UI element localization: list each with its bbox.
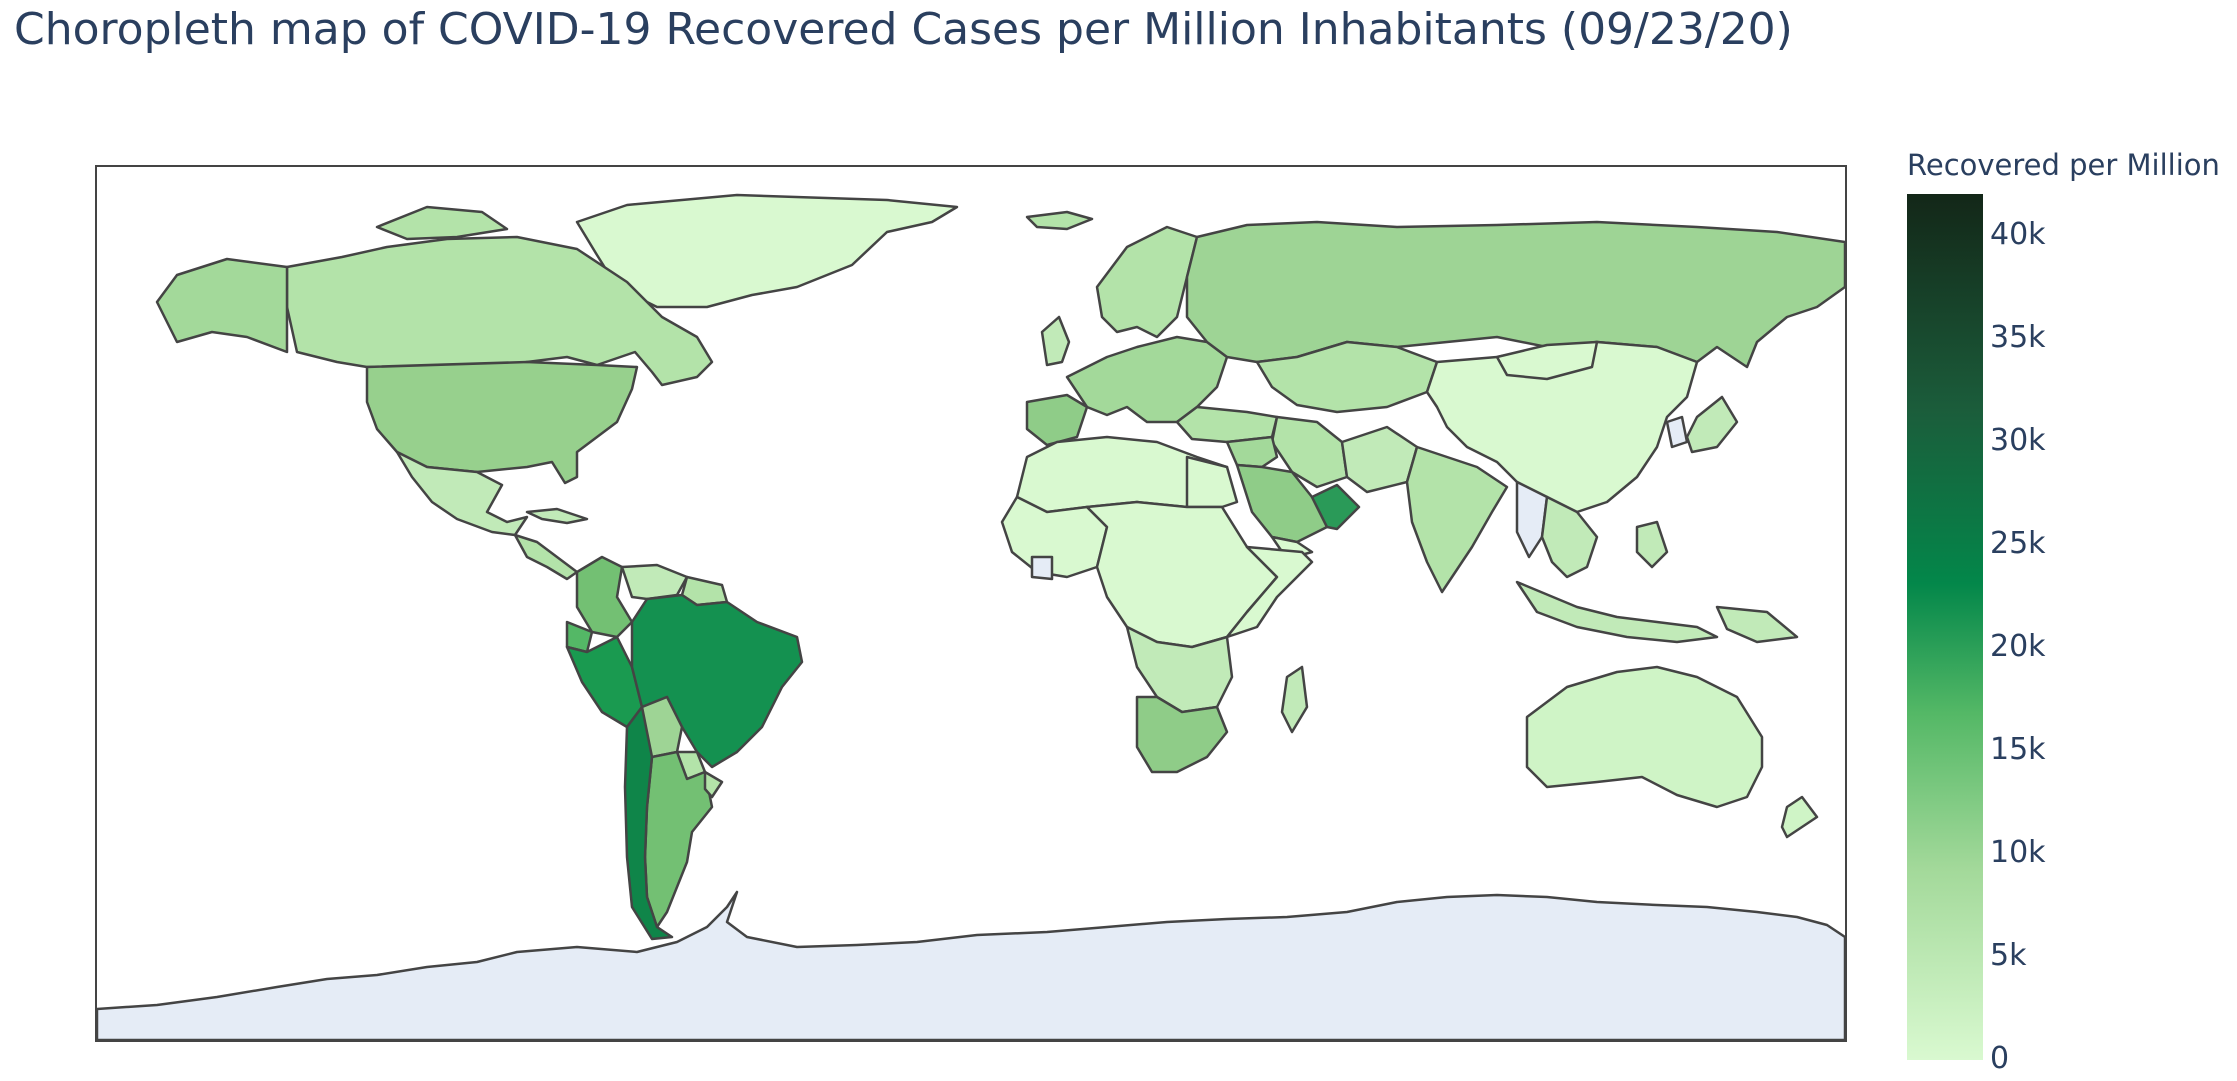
region-west-africa[interactable]: [1000, 495, 1109, 579]
region-egypt[interactable]: [1185, 455, 1239, 509]
region-philippines[interactable]: [1635, 520, 1669, 569]
region-russia[interactable]: [1185, 220, 1845, 369]
region-pakistan[interactable]: [1340, 425, 1419, 494]
region-chile[interactable]: [623, 705, 674, 941]
region-australia[interactable]: [1525, 665, 1764, 809]
region-southern-africa[interactable]: [1125, 625, 1234, 714]
colorbar-tick: 30k: [1990, 423, 2046, 458]
region-turkey[interactable]: [1175, 405, 1279, 444]
region-antarctica[interactable]: [97, 890, 1845, 1040]
colorbar-tick: 40k: [1990, 217, 2046, 252]
colorbar-tick: 25k: [1990, 526, 2046, 561]
colorbar-title: Recovered per Million: [1907, 148, 2220, 182]
region-indonesia[interactable]: [1515, 580, 1719, 644]
region-mexico[interactable]: [395, 450, 529, 537]
region-iberia[interactable]: [1025, 393, 1089, 447]
region-cote-divoire[interactable]: [1030, 555, 1054, 581]
region-venezuela[interactable]: [620, 563, 689, 601]
chart-title: Choropleth map of COVID-19 Recovered Cas…: [14, 4, 1793, 55]
region-india[interactable]: [1405, 445, 1509, 594]
map-frame[interactable]: [95, 165, 1847, 1042]
region-new-zealand[interactable]: [1780, 795, 1819, 839]
region-argentina[interactable]: [643, 750, 714, 929]
world-map[interactable]: [97, 167, 1845, 1040]
colorbar-tick: 15k: [1990, 732, 2046, 767]
region-united-states[interactable]: [365, 360, 639, 485]
colorbar-tick: 0: [1990, 1041, 2010, 1076]
region-myanmar[interactable]: [1515, 480, 1549, 559]
colorbar-gradient: [1907, 194, 1983, 1060]
colorbar-tick: 5k: [1990, 938, 2027, 973]
region-madagascar[interactable]: [1280, 665, 1309, 734]
region-canada-islands[interactable]: [375, 205, 509, 241]
region-canada[interactable]: [285, 235, 714, 387]
region-scandinavia[interactable]: [1095, 225, 1199, 339]
region-iraq-syria[interactable]: [1225, 435, 1279, 469]
region-iceland[interactable]: [1025, 210, 1094, 231]
region-europe[interactable]: [1065, 335, 1229, 424]
colorbar-tick: 35k: [1990, 320, 2046, 355]
region-korea[interactable]: [1665, 415, 1689, 449]
region-uk[interactable]: [1040, 315, 1071, 367]
colorbar-tick: 10k: [1990, 835, 2046, 870]
region-cuba[interactable]: [525, 507, 589, 525]
colorbar-tick: 20k: [1990, 629, 2046, 664]
region-southeast-asia[interactable]: [1540, 495, 1599, 579]
region-alaska[interactable]: [155, 257, 289, 354]
region-east-africa[interactable]: [1225, 545, 1314, 639]
region-papua[interactable]: [1715, 605, 1799, 644]
region-mongolia[interactable]: [1495, 340, 1599, 381]
region-japan[interactable]: [1685, 395, 1739, 454]
region-south-africa[interactable]: [1135, 695, 1229, 774]
region-uruguay[interactable]: [703, 770, 724, 799]
region-oman[interactable]: [1310, 483, 1361, 531]
region-central-america[interactable]: [513, 533, 579, 581]
